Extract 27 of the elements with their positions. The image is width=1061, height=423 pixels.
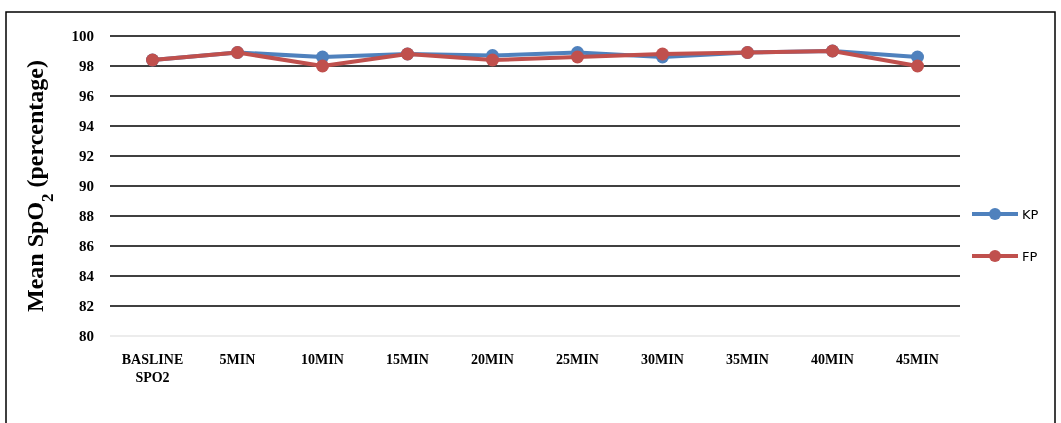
point bbox=[486, 53, 499, 67]
x-tick-label: 30MIN bbox=[641, 352, 684, 367]
y-tick-label: 94 bbox=[79, 118, 95, 135]
x-tick-label: 15MIN bbox=[386, 352, 429, 367]
x-tick-label: 10MIN bbox=[301, 352, 344, 367]
point bbox=[316, 59, 329, 73]
y-tick-label: 98 bbox=[79, 58, 94, 75]
x-tick-label: 40MIN bbox=[811, 352, 854, 367]
y-tick-label: 88 bbox=[79, 208, 94, 225]
x-tick-label: 20MIN bbox=[471, 352, 514, 367]
y-tick-label: 96 bbox=[79, 88, 95, 105]
x-tick-label: 45MIN bbox=[896, 352, 939, 367]
legend-label: KP bbox=[1022, 206, 1039, 222]
y-tick-label: 82 bbox=[79, 298, 94, 315]
x-tick-label: 35MIN bbox=[726, 352, 769, 367]
x-tick-label: 25MIN bbox=[556, 352, 599, 367]
x-tick-label: BASLINE SPO2 bbox=[121, 352, 184, 385]
point bbox=[571, 50, 584, 64]
y-tick-label: 86 bbox=[79, 238, 95, 255]
y-tick-label: 100 bbox=[71, 28, 94, 45]
y-tick-label: 92 bbox=[79, 148, 94, 165]
y-tick-label: 80 bbox=[79, 328, 94, 345]
legend-label: FP bbox=[1022, 248, 1038, 264]
y-tick-label: 84 bbox=[79, 268, 95, 285]
y-tick-label: 90 bbox=[79, 178, 94, 195]
point bbox=[911, 59, 924, 73]
x-tick-label: 5MIN bbox=[219, 352, 256, 367]
